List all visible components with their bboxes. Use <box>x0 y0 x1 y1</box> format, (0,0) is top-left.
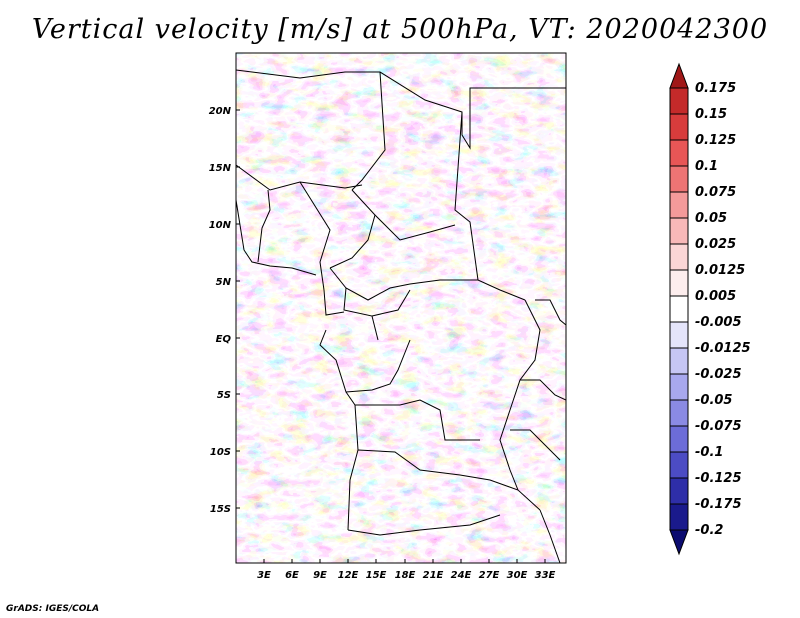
colorbar-label: -0.1 <box>695 445 723 460</box>
lon-tick-label: 24E <box>451 570 472 581</box>
lat-tick-label: 5S <box>217 390 231 401</box>
map-title: Vertical velocity [m/s] at 500hPa, VT: 2… <box>31 14 769 45</box>
lon-tick-label: 18E <box>395 570 416 581</box>
colorbar-swatch <box>669 165 689 193</box>
lat-tick-label: EQ <box>216 334 232 345</box>
colorbar-label: -0.05 <box>695 393 732 408</box>
lon-tick-label: 15E <box>366 570 387 581</box>
colorbar-label: -0.025 <box>695 367 742 382</box>
colorbar-label: 0.075 <box>695 185 736 200</box>
colorbar-label: 0.05 <box>695 211 727 226</box>
colorbar-swatch <box>669 477 689 505</box>
velocity-field <box>236 53 566 563</box>
grads-credit: GrADS: IGES/COLA <box>6 604 100 614</box>
colorbar-swatch <box>669 347 689 375</box>
colorbar-label: 0.025 <box>695 237 736 252</box>
lon-tick-label: 30E <box>507 570 528 581</box>
longitude-axis: 3E 6E 9E 12E 15E 18E 21E 24E 27E 30E 33E <box>257 559 556 581</box>
colorbar-label: -0.075 <box>695 419 742 434</box>
lat-tick-label: 10N <box>209 220 232 231</box>
colorbar: 0.175 0.15 0.125 0.1 0.075 0.05 0.025 0.0125 0.0… <box>669 62 751 556</box>
lon-tick-label: 33E <box>535 570 556 581</box>
colorbar-swatch <box>669 217 689 245</box>
colorbar-label: -0.005 <box>695 315 742 330</box>
colorbar-label: 0.15 <box>695 107 727 122</box>
colorbar-label: 0.175 <box>695 81 736 96</box>
country-borders <box>236 69 566 563</box>
lon-tick-label: 12E <box>338 570 359 581</box>
colorbar-swatch <box>669 191 689 219</box>
colorbar-swatch <box>669 87 689 115</box>
colorbar-swatch <box>669 503 689 531</box>
lon-tick-label: 27E <box>479 570 500 581</box>
colorbar-swatch <box>669 113 689 141</box>
lat-tick-label: 15N <box>209 163 232 174</box>
map-frame <box>235 52 567 564</box>
colorbar-label: 0.1 <box>695 159 718 174</box>
lat-tick-label: 20N <box>209 106 232 117</box>
lon-tick-label: 21E <box>423 570 444 581</box>
colorbar-label: -0.125 <box>695 471 742 486</box>
lon-tick-label: 3E <box>257 570 271 581</box>
colorbar-label: -0.2 <box>695 523 723 538</box>
colorbar-swatch <box>669 399 689 427</box>
colorbar-swatch <box>669 243 689 271</box>
colorbar-swatch <box>669 269 689 297</box>
colorbar-swatch <box>669 373 689 401</box>
lon-tick-label: 6E <box>285 570 299 581</box>
lat-tick-label: 5N <box>216 277 232 288</box>
latitude-axis: 20N 15N 10N 5N EQ 5S 10S 15S <box>209 106 240 515</box>
colorbar-label: -0.0125 <box>695 341 751 356</box>
colorbar-label: 0.005 <box>695 289 736 304</box>
colorbar-swatch <box>669 321 689 349</box>
colorbar-label: 0.125 <box>695 133 736 148</box>
colorbar-bottom-arrow <box>669 529 689 556</box>
lat-tick-label: 15S <box>210 504 231 515</box>
colorbar-label: 0.0125 <box>695 263 745 278</box>
lat-tick-label: 10S <box>210 447 231 458</box>
colorbar-swatch <box>669 295 689 323</box>
lon-tick-label: 9E <box>313 570 327 581</box>
colorbar-swatch <box>669 451 689 479</box>
colorbar-swatch <box>669 139 689 167</box>
colorbar-label: -0.175 <box>695 497 742 512</box>
colorbar-swatch <box>669 425 689 453</box>
colorbar-top-arrow <box>669 62 689 89</box>
